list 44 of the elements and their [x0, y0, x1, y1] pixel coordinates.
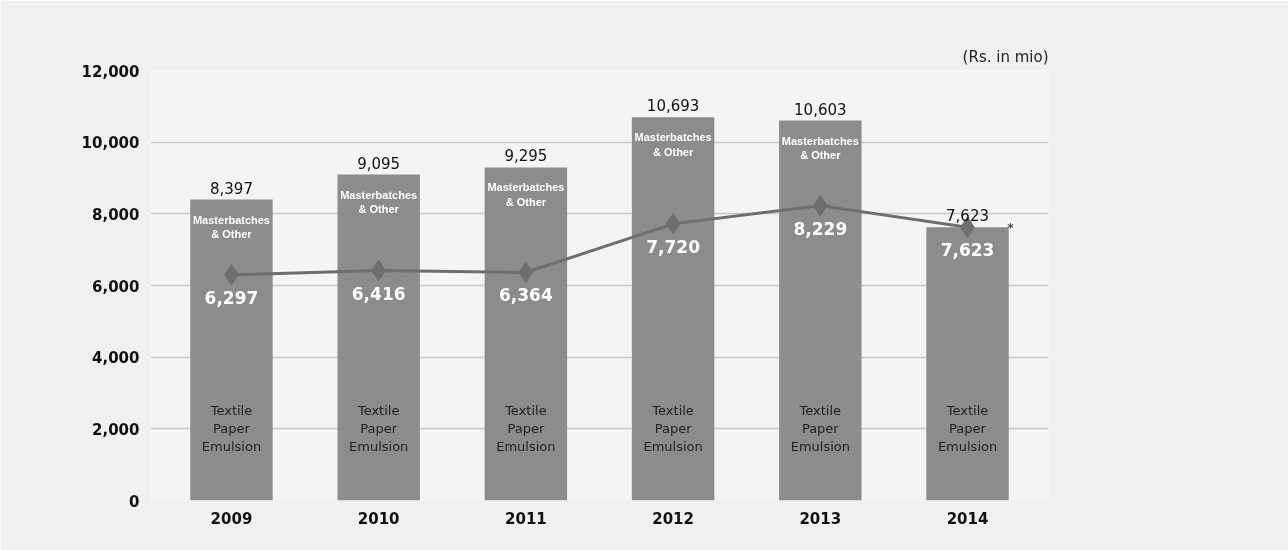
- y-tick-label: 12,000: [81, 62, 140, 81]
- annotation: Textile Paper Emulsion: [937, 403, 998, 455]
- text: (Rs. in mio): [962, 47, 1049, 66]
- data-label: 6,416: [351, 283, 406, 304]
- bar: [926, 227, 1009, 501]
- annotation: Textile Paper Emulsion: [349, 403, 409, 455]
- annotation: Masterbatches & Other: [634, 131, 712, 158]
- y-tick-label: 4,000: [92, 349, 140, 368]
- data-label: 7,623: [940, 240, 995, 261]
- data-label: 9,295: [504, 147, 548, 166]
- x-tick-label: 2013: [799, 509, 842, 528]
- annotation: Textile Paper Emulsion: [643, 403, 703, 455]
- data-label: 7,623: [946, 207, 990, 226]
- bar: [631, 117, 715, 501]
- data-label: 10,693: [646, 97, 700, 116]
- annotation: Textile Paper Emulsion: [790, 403, 850, 455]
- annotation: Masterbatches & Other: [487, 181, 565, 208]
- x-tick-label: 2014: [946, 509, 989, 528]
- x-tick-label: 2009: [210, 509, 253, 528]
- y-tick-label: 6,000: [92, 277, 140, 296]
- data-label: 7,720: [646, 236, 701, 257]
- data-label: 9,095: [357, 154, 401, 173]
- data-label: 8,229: [793, 218, 848, 239]
- y-tick-label: 0: [129, 492, 140, 511]
- annotation: Textile Paper Emulsion: [201, 403, 262, 455]
- bar: [337, 174, 420, 501]
- x-tick-label: 2011: [505, 509, 547, 528]
- x-tick-label: 2010: [357, 509, 400, 528]
- bar: [484, 167, 568, 501]
- y-tick-label: 10,000: [81, 134, 140, 153]
- data-label: 6,364: [499, 285, 553, 306]
- bar: [779, 120, 862, 501]
- annotation: *: [1007, 219, 1015, 235]
- data-label: 8,397: [210, 179, 253, 198]
- bar: [190, 199, 273, 501]
- data-label: 6,297: [204, 287, 259, 308]
- annotation: Textile Paper Emulsion: [496, 403, 556, 455]
- annotation: Masterbatches & Other: [192, 213, 270, 241]
- data-label: 10,603: [794, 100, 847, 119]
- annotation: Masterbatches & Other: [340, 188, 418, 215]
- x-tick-label: 2012: [652, 509, 694, 528]
- y-tick-label: 8,000: [92, 205, 140, 224]
- y-tick-label: 2,000: [92, 420, 140, 439]
- annotation: Masterbatches & Other: [781, 134, 859, 161]
